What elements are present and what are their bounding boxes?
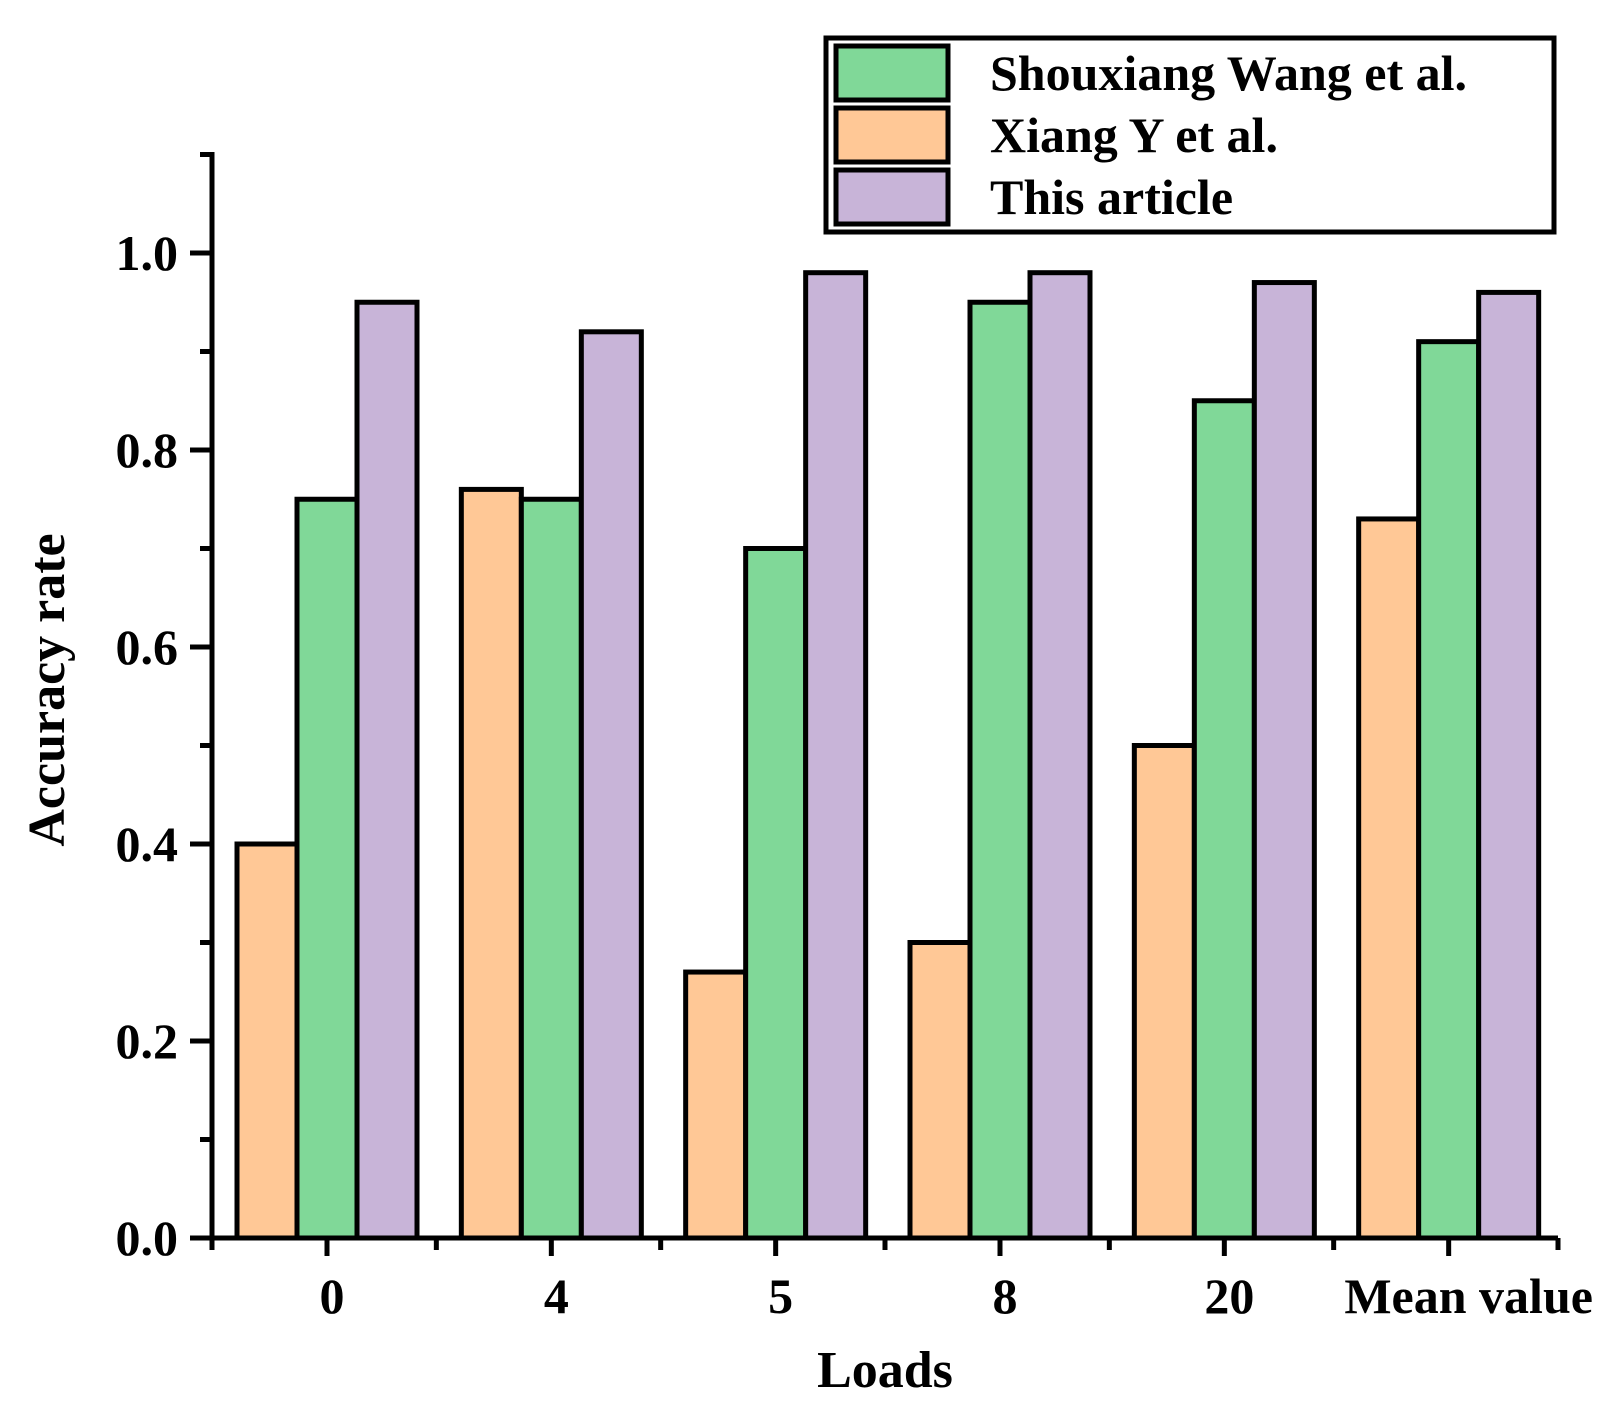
- x-tick-label: 0: [320, 1268, 345, 1324]
- bar-shouxiang-wang-et-al--4: [1191, 398, 1257, 1241]
- legend: Shouxiang Wang et al. Xiang Y et al. This …: [823, 35, 1557, 235]
- bars-group: [234, 270, 1542, 1241]
- y-tick-label: 1.0: [116, 225, 179, 281]
- bar-this-article-2: [803, 270, 869, 1241]
- bar-shouxiang-wang-et-al--0: [294, 496, 360, 1241]
- x-axis-title: Loads: [817, 1342, 953, 1399]
- bar-shouxiang-wang-et-al--5: [1416, 339, 1482, 1241]
- bar-xiang-y-et-al--5: [1356, 516, 1422, 1241]
- x-tick-label: 8: [993, 1268, 1018, 1324]
- bar-xiang-y-et-al--0: [234, 841, 300, 1241]
- bar-xiang-y-et-al--1: [458, 486, 524, 1241]
- x-tick-label: 20: [1204, 1268, 1254, 1324]
- bar-shouxiang-wang-et-al--1: [518, 496, 584, 1241]
- bar-this-article-4: [1251, 280, 1317, 1241]
- legend-label: This article: [990, 169, 1233, 225]
- y-axis-title: Accuracy rate: [19, 533, 76, 846]
- bar-this-article-5: [1476, 289, 1542, 1241]
- x-tick-label: 4: [544, 1268, 569, 1324]
- x-tick-label: 5: [768, 1268, 793, 1324]
- x-tick-label: Mean value: [1344, 1268, 1593, 1324]
- bar-xiang-y-et-al--4: [1131, 743, 1197, 1241]
- y-tick-label: 0.8: [116, 422, 179, 478]
- bar-shouxiang-wang-et-al--3: [967, 299, 1033, 1241]
- bar-this-article-1: [578, 329, 644, 1241]
- y-tick-label: 0.4: [116, 816, 179, 872]
- legend-swatch: [833, 43, 951, 103]
- legend-swatch: [833, 167, 951, 227]
- ticks-group: 0.0 0.2 0.4 0.6 0.8 1.0 0 4 5 8 20 Mean value: [116, 152, 1593, 1324]
- bar-shouxiang-wang-et-al--2: [743, 546, 809, 1241]
- bar-this-article-0: [354, 299, 420, 1241]
- bar-this-article-3: [1027, 270, 1093, 1241]
- bar-xiang-y-et-al--3: [907, 940, 973, 1241]
- y-tick-label: 0.6: [116, 619, 179, 675]
- bar-xiang-y-et-al--2: [683, 969, 749, 1241]
- legend-label: Shouxiang Wang et al.: [990, 45, 1467, 101]
- y-tick-label: 0.0: [116, 1210, 179, 1266]
- legend-swatch: [833, 105, 951, 165]
- legend-label: Xiang Y et al.: [990, 107, 1278, 163]
- y-tick-label: 0.2: [116, 1013, 179, 1069]
